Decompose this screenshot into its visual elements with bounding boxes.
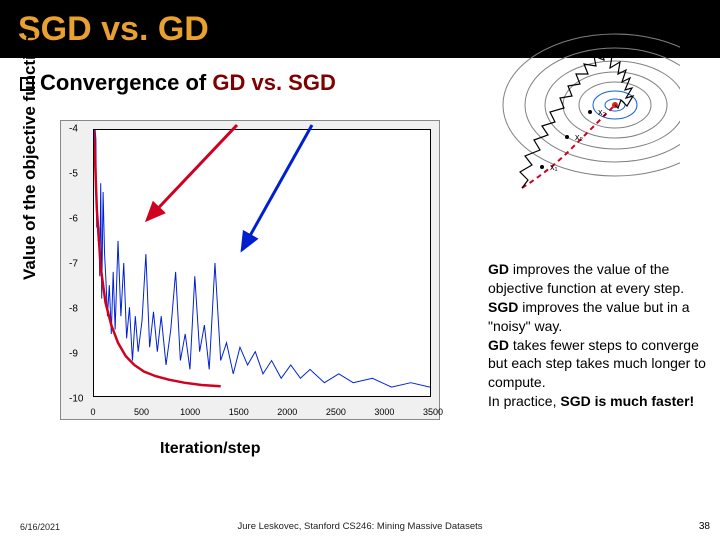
- footer-page: 38: [699, 521, 710, 532]
- plot-area: [93, 129, 431, 397]
- subtitle-accent: GD vs. SGD: [212, 70, 335, 95]
- convergence-chart: -4-5-6-7-8-9-10 050010001500200025003000…: [60, 120, 440, 420]
- chart-xlabel: Iteration/step: [160, 440, 260, 458]
- contour-diagram: x₁ x₂ x₃: [470, 30, 680, 210]
- contour-svg: x₁ x₂ x₃: [470, 30, 680, 210]
- plot-svg: [94, 130, 430, 396]
- footer-credit: Jure Leskovec, Stanford CS246: Mining Ma…: [237, 521, 482, 532]
- svg-text:x₂: x₂: [575, 132, 584, 142]
- footer-date: 6/16/2021: [20, 522, 60, 532]
- subtitle-prefix: Convergence of: [40, 70, 212, 95]
- explanation-text: GD improves the value of the objective f…: [488, 260, 708, 411]
- page-title: SGD vs. GD: [18, 10, 209, 49]
- svg-text:x₃: x₃: [598, 107, 607, 117]
- svg-text:x₁: x₁: [550, 162, 558, 172]
- chart-container: -4-5-6-7-8-9-10 050010001500200025003000…: [60, 120, 440, 460]
- chart-ylabel: Value of the objective function: [20, 34, 40, 280]
